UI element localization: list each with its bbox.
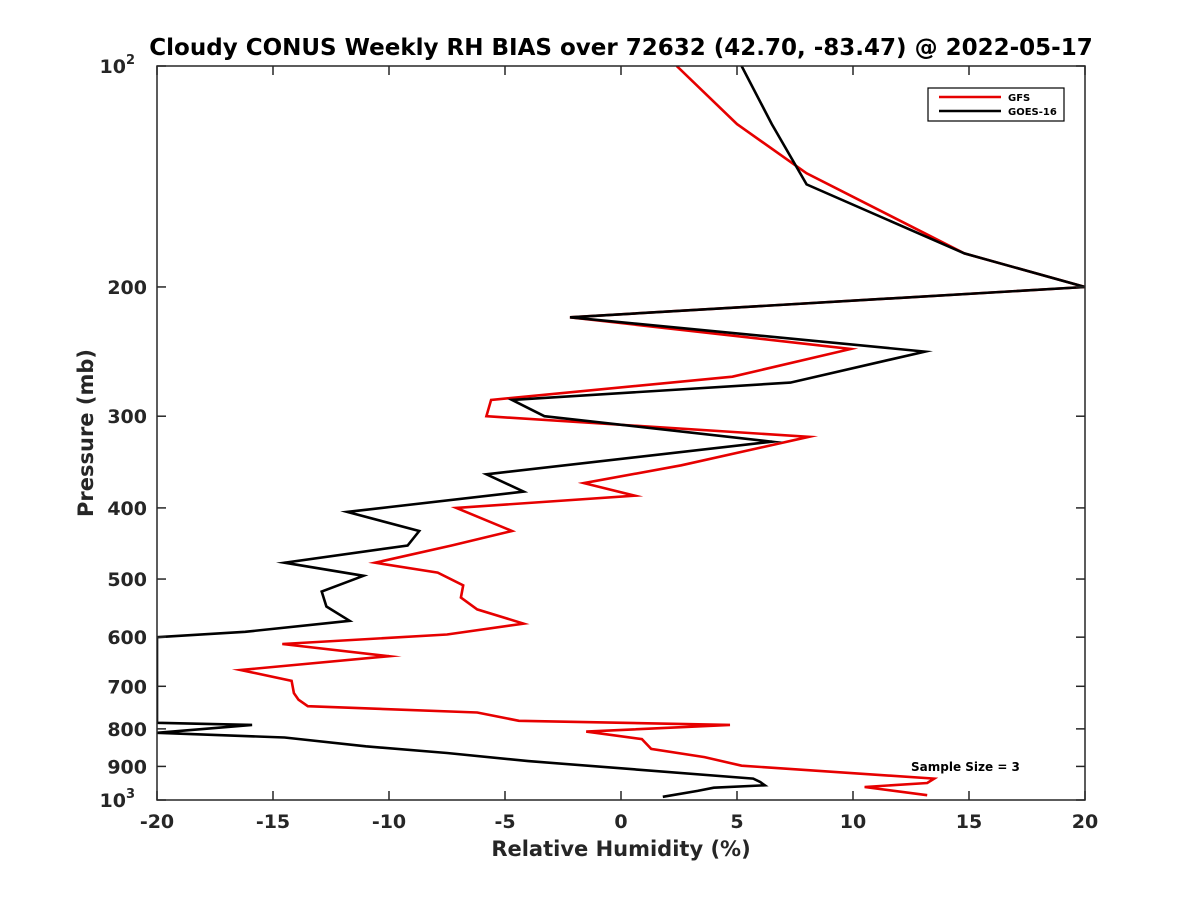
y-tick-label: 800 xyxy=(107,719,147,741)
y-axis-label: Pressure (mb) xyxy=(74,349,98,517)
x-tick-label: 20 xyxy=(1072,811,1098,833)
y-tick-label: 700 xyxy=(107,676,147,698)
y-axis: 102 200 300 400 500 600 700 800 900 103 xyxy=(100,53,1085,812)
chart-title: Cloudy CONUS Weekly RH BIAS over 72632 (… xyxy=(149,35,1092,61)
sample-size-annotation: Sample Size = 3 xyxy=(911,760,1020,774)
x-tick-label: 10 xyxy=(840,811,866,833)
y-tick-label: 200 xyxy=(107,277,147,299)
series-line-goes-16 xyxy=(157,66,1085,799)
legend-box xyxy=(927,87,1065,122)
y-tick-label: 103 xyxy=(100,787,136,812)
series-line-gfs xyxy=(231,66,1085,797)
x-tick-label: -10 xyxy=(372,811,406,833)
x-tick-label: 5 xyxy=(730,811,743,833)
x-tick-label: -5 xyxy=(494,811,515,833)
y-tick-label: 300 xyxy=(107,406,147,428)
plot-area-frame xyxy=(156,65,1086,801)
x-tick-label: 0 xyxy=(614,811,627,833)
x-axis: -20 -15 -10 -5 0 5 10 15 20 xyxy=(140,66,1098,833)
x-tick-label: -20 xyxy=(140,811,174,833)
y-tick-label: 900 xyxy=(107,756,147,778)
x-axis-label: Relative Humidity (%) xyxy=(491,837,750,861)
legend-label-goes-16: GOES-16 xyxy=(1008,107,1057,118)
y-tick-label: 400 xyxy=(107,498,147,520)
legend-label-gfs: GFS xyxy=(1008,93,1030,104)
legend: GFS GOES-16 xyxy=(927,87,1065,122)
plot-lines xyxy=(157,66,1085,799)
y-tick-label: 500 xyxy=(107,569,147,591)
x-tick-label: -15 xyxy=(256,811,290,833)
y-tick-label: 102 xyxy=(100,53,136,78)
y-tick-label: 600 xyxy=(107,627,147,649)
x-tick-label: 15 xyxy=(956,811,982,833)
